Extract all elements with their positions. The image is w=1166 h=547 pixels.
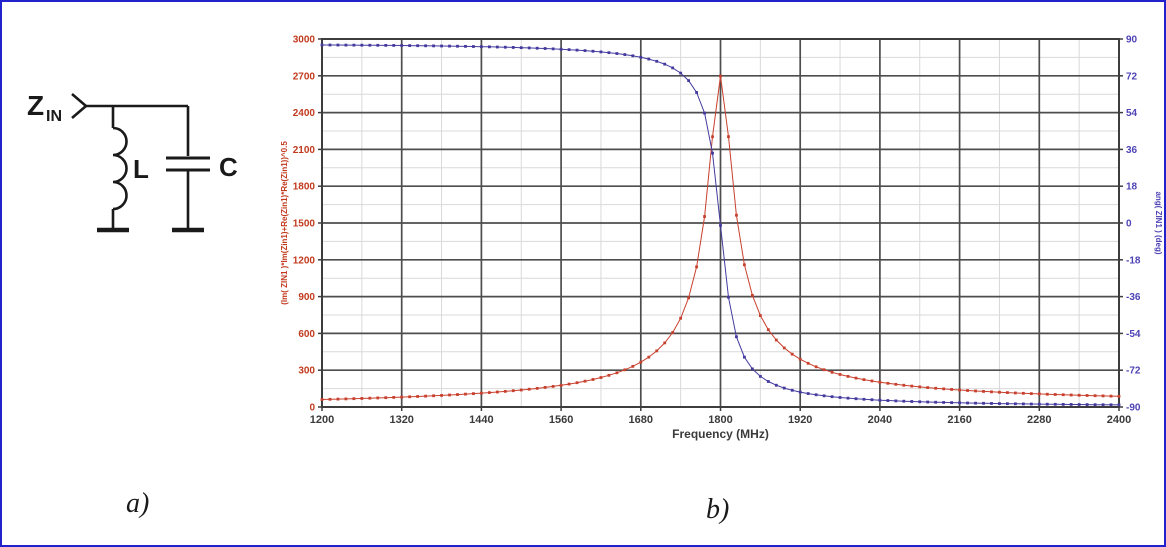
lc-circuit-diagram: Z IN L C bbox=[27, 90, 238, 233]
panel-label-a: a) bbox=[126, 488, 150, 519]
impedance-chart: 0 300 600 900 1200 1500 1800 2100 2400 2700 3000 -9… bbox=[270, 10, 1164, 457]
svg-text:600: 600 bbox=[298, 329, 315, 340]
svg-text:1680: 1680 bbox=[629, 414, 653, 426]
svg-text:3000: 3000 bbox=[293, 35, 316, 46]
svg-text:-90: -90 bbox=[1126, 403, 1141, 414]
magnitude-series bbox=[320, 74, 1121, 401]
svg-text:-72: -72 bbox=[1126, 366, 1141, 377]
right-axis-title: ang( ZIN1 ) (deg) bbox=[1154, 191, 1163, 254]
zin-label-sub: IN bbox=[46, 108, 62, 125]
svg-text:-36: -36 bbox=[1126, 292, 1141, 303]
input-arrow-icon bbox=[71, 93, 88, 119]
svg-text:2400: 2400 bbox=[293, 108, 316, 119]
svg-text:0: 0 bbox=[309, 403, 315, 414]
svg-text:54: 54 bbox=[1126, 108, 1138, 119]
svg-text:1200: 1200 bbox=[293, 255, 316, 266]
svg-text:2400: 2400 bbox=[1107, 414, 1131, 426]
zin-label-main: Z bbox=[27, 90, 44, 121]
svg-text:2700: 2700 bbox=[293, 71, 316, 82]
svg-text:1920: 1920 bbox=[788, 414, 812, 426]
svg-text:900: 900 bbox=[298, 292, 315, 303]
svg-text:1500: 1500 bbox=[293, 219, 316, 230]
svg-text:1800: 1800 bbox=[293, 182, 316, 193]
svg-text:1440: 1440 bbox=[469, 414, 493, 426]
svg-text:36: 36 bbox=[1126, 145, 1138, 156]
svg-text:1800: 1800 bbox=[708, 414, 732, 426]
svg-text:1560: 1560 bbox=[549, 414, 573, 426]
inductor-symbol bbox=[111, 106, 128, 228]
left-axis-title: (Im( ZIN1 )*Im(Zin1)+Re(Zin1)*Re(Zin1))^… bbox=[280, 141, 289, 305]
x-tick-labels: 1200 1320 1440 1560 1680 1800 1920 2040 2160 2280… bbox=[310, 407, 1131, 426]
svg-text:18: 18 bbox=[1126, 182, 1138, 193]
grid-major bbox=[321, 38, 1120, 408]
svg-text:0: 0 bbox=[1126, 219, 1132, 230]
capacitor-symbol bbox=[166, 106, 210, 228]
svg-text:300: 300 bbox=[298, 366, 315, 377]
inductor-label: L bbox=[133, 154, 149, 184]
svg-text:2160: 2160 bbox=[947, 414, 971, 426]
svg-text:-54: -54 bbox=[1126, 329, 1141, 340]
svg-text:1320: 1320 bbox=[389, 414, 413, 426]
svg-text:2100: 2100 bbox=[293, 145, 316, 156]
svg-text:1200: 1200 bbox=[310, 414, 334, 426]
svg-text:-18: -18 bbox=[1126, 255, 1141, 266]
svg-text:2040: 2040 bbox=[868, 414, 892, 426]
panel-label-b: b) bbox=[706, 494, 730, 525]
left-tick-labels: 0 300 600 900 1200 1500 1800 2100 2400 2700 3000 bbox=[293, 35, 322, 414]
impedance-chart-svg: 03006009001200150018002100240027003000-9… bbox=[280, 35, 1163, 442]
capacitor-label: C bbox=[219, 152, 238, 182]
x-axis-title: Frequency (MHz) bbox=[672, 427, 769, 441]
svg-text:2280: 2280 bbox=[1027, 414, 1051, 426]
svg-text:90: 90 bbox=[1126, 35, 1138, 46]
right-tick-labels: -90 -72 -54 -36 -18 0 18 36 54 72 90 bbox=[1119, 35, 1141, 414]
phase-series bbox=[320, 43, 1121, 407]
svg-text:72: 72 bbox=[1126, 71, 1138, 82]
